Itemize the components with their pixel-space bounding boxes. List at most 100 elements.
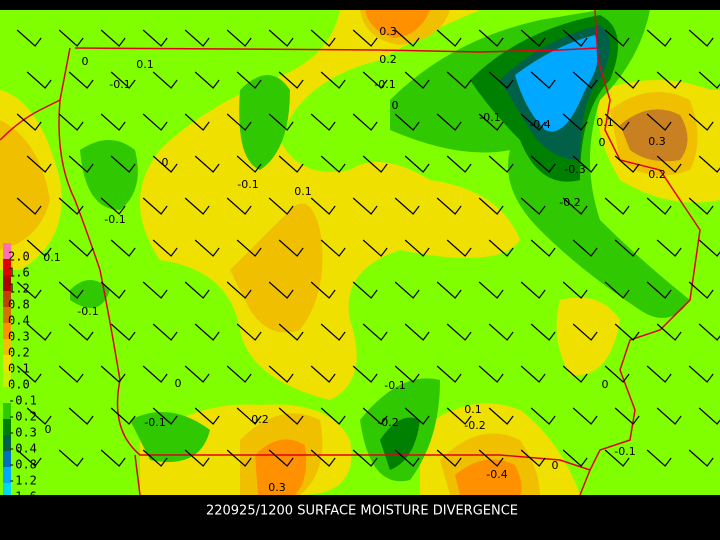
legend-swatch [3,419,11,435]
wind-barb [278,71,304,89]
contour-label: 0 [162,156,169,169]
wind-barb [394,29,420,47]
wind-barb [394,197,420,215]
wind-barb [362,407,388,425]
legend-label: -0.4 [8,442,37,456]
wind-barb [572,407,598,425]
legend-swatch [3,355,11,371]
legend-swatch [3,259,11,275]
wind-barb [352,197,378,215]
field-shading [0,10,720,495]
wind-barb [688,449,714,467]
wind-barb [446,71,472,89]
contour-label: 0.1 [136,58,154,71]
legend-label: -1.2 [8,474,37,488]
wind-barb [688,197,714,215]
wind-barb [236,239,262,257]
wind-barb [152,239,178,257]
contour-label: 0.1 [596,116,614,129]
legend-swatch [3,483,11,499]
wind-barb [394,365,420,383]
wind-barb [184,281,210,299]
wind-barb [58,113,84,131]
wind-barb [268,449,294,467]
wind-barb [194,239,220,257]
wind-barb [352,365,378,383]
legend-swatch [3,307,11,323]
wind-barb [152,323,178,341]
wind-barb [184,449,210,467]
wind-barb [646,197,672,215]
wind-barb [520,29,546,47]
legend-label: 0.8 [8,298,30,312]
wind-barb [68,239,94,257]
wind-barb [320,239,346,257]
wind-barb [520,449,546,467]
wind-barb [530,71,556,89]
wind-barb [362,323,388,341]
wind-barb [362,155,388,173]
legend-label: -0.3 [8,426,37,440]
contour-label: 0.2 [379,53,397,66]
wind-barb [142,449,168,467]
contour-label: 0.2 [648,168,666,181]
wind-barb [236,71,262,89]
wind-barb [320,71,346,89]
legend-label: 2.0 [8,250,30,264]
contour-label: 0 [599,136,606,149]
wind-barb [698,71,720,89]
wind-barb [278,407,304,425]
wind-barb [572,323,598,341]
wind-barb [58,449,84,467]
wind-barb [58,365,84,383]
wind-barb [194,407,220,425]
legend-label: 0.4 [8,314,30,328]
wind-barb [520,113,546,131]
wind-barb [320,155,346,173]
caption: 220925/1200 SURFACE MOISTURE DIVERGENCE [206,504,518,519]
contour-label: -0.1 [77,305,98,318]
wind-barb [394,449,420,467]
wind-barb [226,29,252,47]
legend-label: 1.2 [8,282,30,296]
wind-barb [110,155,136,173]
wind-barb [404,239,430,257]
contour-label: -0.1 [479,111,500,124]
wind-barb [68,407,94,425]
legend-swatch [3,387,11,403]
wind-barb [562,365,588,383]
wind-barb [320,323,346,341]
contour-label: 0.2 [251,413,269,426]
wind-barb [614,71,640,89]
wind-barb [404,323,430,341]
wind-barb [100,197,126,215]
wind-barb [320,407,346,425]
wind-barb [436,197,462,215]
wind-barb [698,407,720,425]
wind-barb [604,29,630,47]
wind-barb [404,155,430,173]
wind-barb [436,365,462,383]
wind-barb [656,71,682,89]
wind-barb [604,449,630,467]
contour-label: -0.2 [464,419,485,432]
contour-label: 0 [552,459,559,472]
legend-swatch [3,291,11,307]
contour-label: -0.4 [486,468,507,481]
wind-barb [562,113,588,131]
wind-barb [478,113,504,131]
wind-barb [16,113,42,131]
wind-barb [362,71,388,89]
wind-barb [152,71,178,89]
wind-barb [184,365,210,383]
wind-barb [698,323,720,341]
wind-barb [26,155,52,173]
wind-barb [236,155,262,173]
contour-label: 0.3 [268,481,286,494]
wind-barb [142,281,168,299]
contour-label: 0.1 [294,185,312,198]
wind-barb [688,113,714,131]
legend-label: 1.6 [8,266,30,280]
wind-barb [394,113,420,131]
wind-barb [16,365,42,383]
